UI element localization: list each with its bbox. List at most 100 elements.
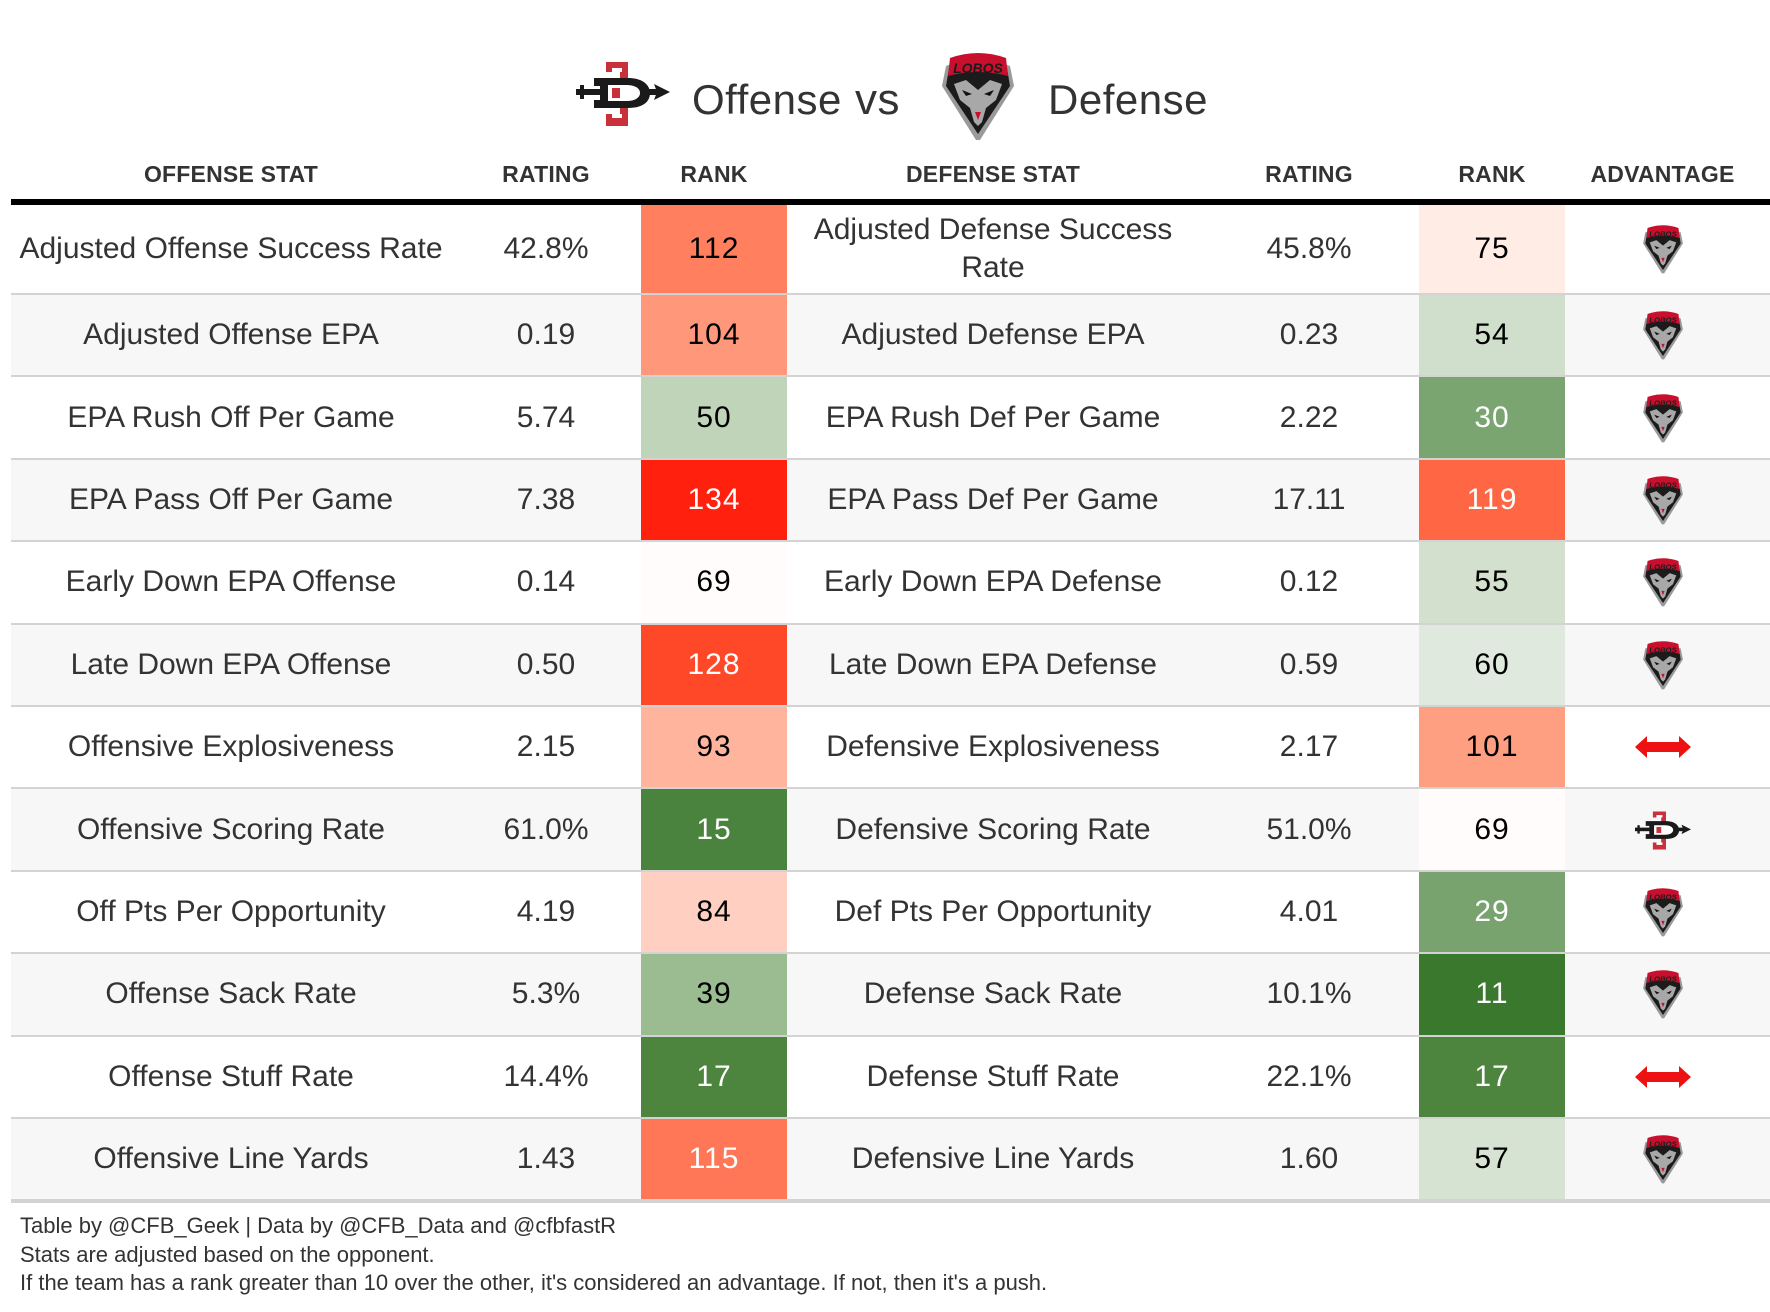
header-defense-rating: RATING <box>1265 161 1353 187</box>
offense-rank: 17 <box>641 1036 787 1117</box>
offense-rating: 0.50 <box>516 647 576 681</box>
table-row: Offense Sack Rate 5.3% 39 Defense Sack Rate… <box>11 954 1770 1037</box>
vs-label: vs <box>855 75 900 124</box>
offense-rank: 115 <box>641 1118 787 1200</box>
table-row: EPA Rush Off Per Game 5.74 50 EPA Rush Def … <box>11 377 1770 460</box>
offense-rank: 128 <box>641 624 787 705</box>
defense-stat-name: Defensive Explosiveness <box>826 730 1160 764</box>
offense-stat-name: Offensive Line Yards <box>93 1142 369 1176</box>
advantage-cell <box>1565 872 1760 952</box>
offense-rating: 1.43 <box>516 1142 576 1176</box>
offense-rank: 69 <box>641 542 787 623</box>
defense-rank: 17 <box>1419 1036 1565 1117</box>
advantage-cell <box>1565 542 1760 622</box>
header-defense-stat: DEFENSE STAT <box>905 161 1081 187</box>
lobos-logo-icon <box>1642 556 1684 608</box>
defense-rating: 2.22 <box>1279 400 1339 434</box>
offense-stat-name: EPA Rush Off Per Game <box>67 400 395 434</box>
table-row: Offensive Explosiveness 2.15 93 Defensive E… <box>11 706 1770 790</box>
defense-rank: 75 <box>1419 205 1565 293</box>
lobos-logo-icon <box>1642 309 1684 361</box>
offense-rank: 50 <box>641 377 787 458</box>
table-row: EPA Pass Off Per Game 7.38 134 EPA Pass Def… <box>11 459 1770 543</box>
defense-stat-name: EPA Rush Def Per Game <box>825 400 1161 434</box>
offense-rating: 61.0% <box>503 812 589 846</box>
defense-rating: 4.01 <box>1279 894 1339 928</box>
lobos-logo-icon <box>940 50 1016 142</box>
defense-rank: 119 <box>1419 459 1565 541</box>
defense-rank: 54 <box>1419 295 1565 376</box>
offense-rating: 2.15 <box>516 730 576 764</box>
table-row: Offensive Scoring Rate 61.0% 15 Defensive S… <box>11 789 1770 872</box>
advantage-cell <box>1565 1037 1760 1117</box>
offense-stat-name: Early Down EPA Offense <box>65 565 397 599</box>
defense-title: Defense <box>1048 76 1208 123</box>
table-body: Adjusted Offense Success Rate 42.8% 112 Adj… <box>11 205 1770 1204</box>
advantage-cell <box>1565 377 1760 457</box>
defense-stat-name: Adjusted Defense EPA <box>841 318 1145 352</box>
footer-credits: Table by @CFB_Geek | Data by @CFB_Data a… <box>20 1213 617 1238</box>
footer-note-adjusted: Stats are adjusted based on the opponent… <box>20 1241 435 1267</box>
defense-stat-name: Adjusted Defense Success Rate <box>813 213 1173 284</box>
offense-stat-name: Offensive Explosiveness <box>67 730 395 764</box>
offense-rank: 134 <box>641 459 787 541</box>
lobos-logo-icon <box>1642 1133 1684 1185</box>
offense-rating: 5.74 <box>516 400 576 434</box>
table-row: Offensive Line Yards 1.43 115 Defensive Lin… <box>11 1118 1770 1204</box>
advantage-cell <box>1565 295 1760 375</box>
offense-rank: 104 <box>641 295 787 376</box>
advantage-cell <box>1565 460 1760 540</box>
lobos-logo-icon <box>1642 639 1684 691</box>
advantage-cell <box>1565 954 1760 1034</box>
defense-rating: 51.0% <box>1266 812 1352 846</box>
offense-rating: 7.38 <box>516 482 576 516</box>
defense-rating: 0.12 <box>1279 565 1339 599</box>
offense-rating: 5.3% <box>511 977 581 1011</box>
defense-rank: 55 <box>1419 542 1565 623</box>
defense-stat-name: Defense Sack Rate <box>863 977 1123 1011</box>
table-row: Early Down EPA Offense 0.14 69 Early Down E… <box>11 542 1770 625</box>
lobos-logo-icon <box>1642 968 1684 1020</box>
matchup-table: OFFENSE STAT RATING RANK DEFENSE STAT RA… <box>11 150 1770 1204</box>
offense-title: Offense <box>692 76 842 123</box>
push-arrow-icon <box>1634 736 1691 759</box>
title-row: Offense vs Defense <box>0 24 1770 124</box>
offense-rank: 112 <box>641 205 787 293</box>
defense-rating: 10.1% <box>1266 977 1352 1011</box>
offense-stat-name: Offense Stuff Rate <box>108 1059 354 1093</box>
table-row: Adjusted Offense Success Rate 42.8% 112 Adj… <box>11 205 1770 295</box>
defense-rank: 29 <box>1419 871 1565 953</box>
table-row: Late Down EPA Offense 0.50 128 Late Down EP… <box>11 624 1770 707</box>
offense-rating: 0.19 <box>516 318 576 352</box>
table-header: OFFENSE STAT RATING RANK DEFENSE STAT RA… <box>11 150 1770 205</box>
footer: Table by @CFB_Geek | Data by @CFB_Data a… <box>20 1212 1047 1298</box>
advantage-cell <box>1565 1119 1760 1199</box>
sdsu-logo-icon <box>576 60 670 126</box>
defense-rating: 22.1% <box>1266 1059 1352 1093</box>
defense-rank: 57 <box>1419 1118 1565 1200</box>
defense-rank: 30 <box>1419 377 1565 458</box>
offense-stat-name: EPA Pass Off Per Game <box>68 482 394 516</box>
offense-rating: 42.8% <box>503 232 589 265</box>
header-advantage: ADVANTAGE <box>1590 161 1735 187</box>
push-arrow-icon <box>1634 1065 1691 1088</box>
defense-rating: 2.17 <box>1279 730 1339 764</box>
header-offense-rating: RATING <box>502 161 590 187</box>
lobos-logo-icon <box>1642 223 1684 275</box>
offense-rating: 14.4% <box>503 1059 589 1093</box>
offense-stat-name: Offense Sack Rate <box>105 977 357 1011</box>
advantage-cell <box>1565 625 1760 705</box>
defense-rank: 101 <box>1419 706 1565 788</box>
defense-stat-name: Late Down EPA Defense <box>829 647 1157 681</box>
defense-rating: 45.8% <box>1266 232 1352 265</box>
offense-rating: 0.14 <box>516 565 576 599</box>
offense-stat-name: Offensive Scoring Rate <box>77 812 385 846</box>
sdsu-logo-icon <box>1635 810 1691 850</box>
lobos-logo-icon <box>1642 474 1684 526</box>
defense-rating: 0.23 <box>1279 318 1339 352</box>
lobos-logo-icon <box>1642 392 1684 444</box>
offense-stat-name: Off Pts Per Opportunity <box>76 894 386 928</box>
defense-stat-name: Defensive Line Yards <box>851 1142 1135 1176</box>
header-defense-rank: RANK <box>1458 161 1526 187</box>
table-row: Off Pts Per Opportunity 4.19 84 Def Pts Per… <box>11 871 1770 955</box>
